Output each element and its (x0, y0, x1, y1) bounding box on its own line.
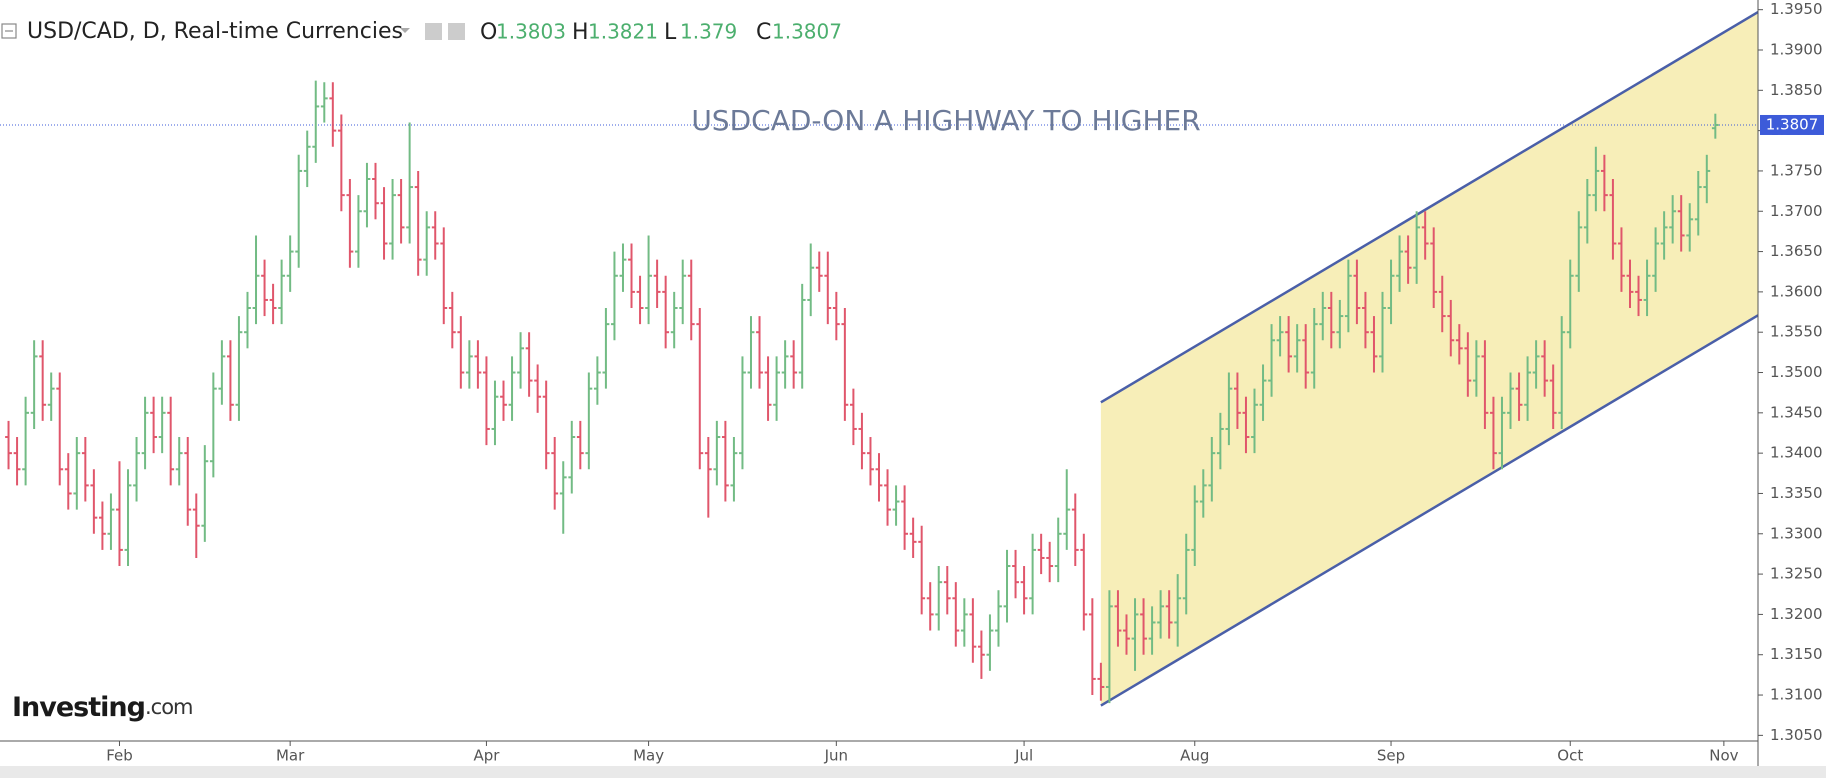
ohlc-value: 1.3807 (772, 20, 842, 44)
eye-icon[interactable] (425, 23, 442, 40)
y-tick-label: 1.3650 (1770, 242, 1823, 260)
x-tick-label: Nov (1709, 747, 1738, 765)
y-tick-label: 1.3350 (1770, 484, 1823, 502)
collapse-icon[interactable] (1, 23, 17, 39)
y-tick-label: 1.3850 (1770, 81, 1823, 99)
channel-fill (1100, 12, 1758, 706)
y-tick-label: 1.3250 (1770, 565, 1823, 583)
x-tick-label: Aug (1180, 747, 1209, 765)
plot-area (0, 11, 1759, 707)
x-tick-label: Mar (276, 747, 305, 765)
x-tick-label: Jun (824, 747, 848, 765)
logo-main: Investing (12, 692, 145, 723)
chart-title: USD/CAD, D, Real-time Currencies (27, 19, 403, 44)
ohlc-value: 1.379 (680, 20, 737, 44)
price-label: 1.3807 (1766, 115, 1819, 133)
ohlc-header: O1.3803 H 1.3821 L 1.379 C 1.3807 (480, 20, 842, 46)
y-tick-label: 1.3500 (1770, 363, 1823, 381)
logo: Investing.com (12, 692, 193, 723)
y-tick-label: 1.3900 (1770, 40, 1823, 58)
x-tick-label: Jul (1014, 747, 1033, 765)
bottom-toolbar (0, 766, 1826, 778)
x-tick-label: May (633, 747, 664, 765)
ohlc-label: L (664, 20, 677, 45)
price-label-box (1760, 114, 1824, 135)
y-tick-label: 1.3600 (1770, 282, 1823, 300)
ohlc-label: H (572, 20, 589, 45)
ohlc-label: O (480, 20, 497, 45)
y-tick-label: 1.3550 (1770, 323, 1823, 341)
title-dropdown[interactable] (400, 28, 410, 33)
y-tick-label: 1.3450 (1770, 403, 1823, 421)
ohlc-value: 1.3821 (588, 20, 658, 44)
annotation: USDCAD-ON A HIGHWAY TO HIGHER (691, 104, 1200, 137)
settings-icon[interactable] (448, 23, 465, 40)
y-tick-label: 1.3200 (1770, 605, 1823, 623)
x-tick-label: Apr (473, 747, 500, 765)
ohlc-label: C (756, 20, 771, 45)
x-tick-label: Oct (1557, 747, 1583, 765)
x-tick-label: Feb (106, 747, 133, 765)
y-tick-label: 1.3400 (1770, 444, 1823, 462)
y-tick-label: 1.3050 (1770, 726, 1823, 744)
x-tick-label: Sep (1377, 747, 1405, 765)
y-tick-label: 1.3700 (1770, 202, 1823, 220)
y-tick-label: 1.3150 (1770, 645, 1823, 663)
y-tick-label: 1.3100 (1770, 686, 1823, 704)
channel-line-lower (1100, 314, 1759, 707)
ohlc-value: 1.3803 (496, 20, 566, 44)
y-tick-label: 1.3300 (1770, 524, 1823, 542)
y-tick-label: 1.3950 (1770, 0, 1823, 18)
logo-suffix: .com (145, 695, 193, 719)
channel-line-upper (1100, 11, 1759, 404)
y-tick-label: 1.3750 (1770, 161, 1823, 179)
